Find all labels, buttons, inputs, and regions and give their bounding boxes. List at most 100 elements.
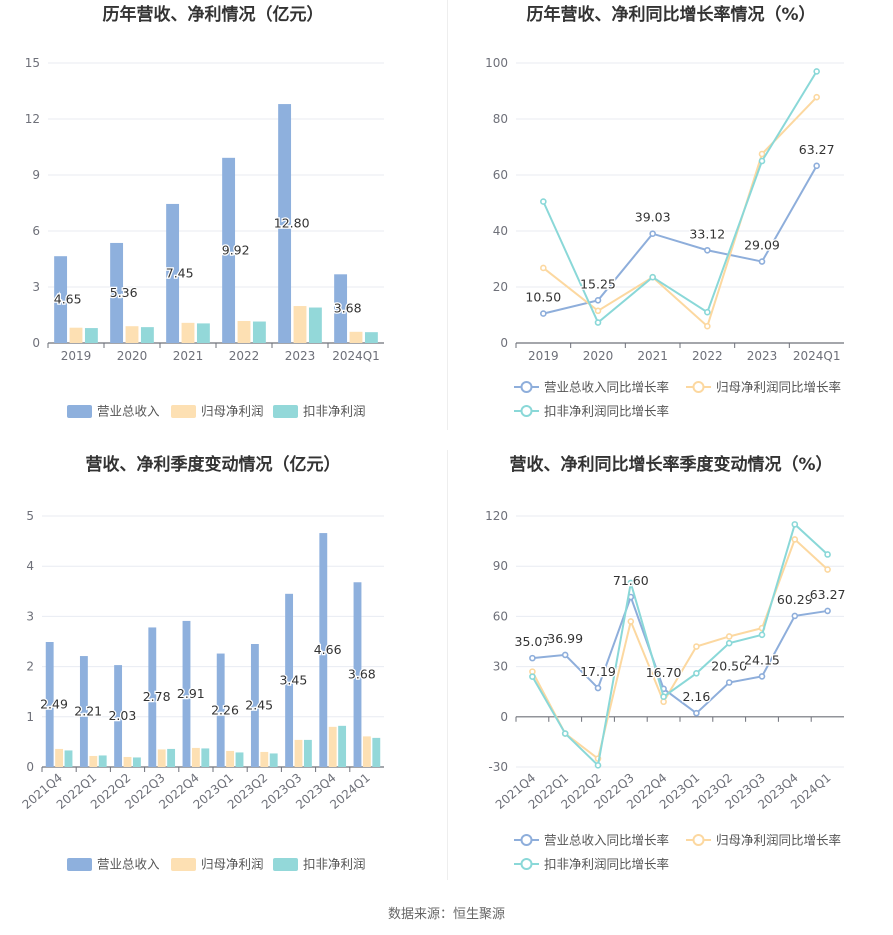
line-point[interactable] [758,631,766,639]
line-point[interactable] [758,258,766,265]
bar-deducted-profit[interactable] [64,750,73,767]
bar-deducted-profit[interactable] [372,737,381,767]
line-point[interactable] [824,566,831,573]
bar-deducted-profit[interactable] [167,748,176,767]
line-point[interactable] [594,307,602,315]
bar-revenue[interactable] [110,242,124,343]
bar-deducted-profit[interactable] [364,332,378,343]
bar-revenue[interactable] [148,627,157,767]
bar-net-profit[interactable] [123,756,132,767]
line-point[interactable] [561,730,569,737]
bar-net-profit[interactable] [226,750,235,767]
line-point[interactable] [693,669,700,677]
line-point[interactable] [594,296,602,304]
bar-deducted-profit[interactable] [252,321,266,343]
bar-net-profit[interactable] [294,739,303,767]
bar-revenue[interactable] [45,642,54,767]
bar-net-profit[interactable] [157,749,166,767]
line-point[interactable] [813,68,820,75]
line-point[interactable] [529,673,536,680]
bar-revenue[interactable] [334,274,348,343]
line-point[interactable] [649,273,656,281]
bar-deducted-profit[interactable] [235,752,244,767]
bar-revenue[interactable] [278,104,292,343]
bar-deducted-profit[interactable] [98,755,107,767]
line-point[interactable] [540,264,547,272]
line-point[interactable] [813,162,820,170]
line-point[interactable] [594,319,602,326]
bar-net-profit[interactable] [260,751,269,767]
line-point[interactable] [725,633,733,640]
bar-net-profit[interactable] [349,331,363,343]
line-point[interactable] [627,618,635,625]
line-point[interactable] [704,246,711,254]
bar-revenue[interactable] [166,203,180,343]
line-point[interactable] [791,521,799,528]
bar-revenue[interactable] [54,256,68,343]
line-point[interactable] [693,709,700,717]
bar-revenue[interactable] [216,653,225,767]
line-point[interactable] [813,93,820,101]
line-point[interactable] [725,679,733,686]
line-point[interactable] [540,310,547,317]
bar-net-profit[interactable] [362,736,371,767]
legend-item[interactable]: 扣非净利润同比增长率 [514,857,669,872]
bar-deducted-profit[interactable] [140,327,154,343]
legend-item[interactable]: 营业总收入 [67,857,160,872]
bar-revenue[interactable] [222,157,236,343]
bar-net-profit[interactable] [237,320,251,343]
line-point[interactable] [649,230,656,238]
legend-item[interactable]: 营业总收入 [67,404,160,419]
bar-deducted-profit[interactable] [338,725,347,767]
line-point[interactable] [824,607,831,615]
line-point[interactable] [627,579,635,587]
line-point[interactable] [758,157,766,165]
bar-net-profit[interactable] [125,326,139,343]
line-point[interactable] [725,639,733,647]
bar-revenue[interactable] [353,582,362,767]
legend-item[interactable]: 归母净利润 [171,857,264,872]
legend-item[interactable]: 归母净利润同比增长率 [686,380,841,395]
bar-net-profit[interactable] [328,726,337,767]
legend-item[interactable]: 营业总收入同比增长率 [514,833,669,848]
legend-item[interactable]: 归母净利润 [171,404,264,419]
bar-deducted-profit[interactable] [196,323,210,343]
line-point[interactable] [704,308,711,316]
line-point[interactable] [561,651,569,659]
bar-net-profit[interactable] [191,747,200,767]
legend-item[interactable]: 归母净利润同比增长率 [686,833,841,848]
bar-deducted-profit[interactable] [201,748,210,767]
bar-deducted-profit[interactable] [308,307,322,343]
bar-net-profit[interactable] [55,748,64,767]
legend-item[interactable]: 扣非净利润 [273,857,366,872]
line-point[interactable] [529,654,536,662]
bar-deducted-profit[interactable] [84,328,98,343]
line-point[interactable] [660,693,667,701]
bar-net-profit[interactable] [293,306,307,343]
bar-revenue[interactable] [79,656,88,767]
bar-deducted-profit[interactable] [269,753,278,767]
bar-revenue[interactable] [182,620,191,767]
bar-deducted-profit[interactable] [132,757,141,767]
line-point[interactable] [824,551,831,558]
line-point[interactable] [594,762,602,769]
line-point[interactable] [594,684,602,692]
bar-deducted-profit[interactable] [303,739,312,767]
bar-revenue[interactable] [114,665,123,767]
line-point[interactable] [758,150,766,158]
bar-revenue[interactable] [285,593,294,767]
line-point[interactable] [540,198,547,205]
line-point[interactable] [791,612,799,620]
line-point[interactable] [758,673,766,680]
bar-revenue[interactable] [250,644,259,767]
bar-net-profit[interactable] [69,327,83,343]
bar-net-profit[interactable] [89,755,98,767]
line-point[interactable] [791,536,799,543]
legend-item[interactable]: 扣非净利润 [273,404,366,419]
legend-item[interactable]: 扣非净利润同比增长率 [514,404,669,419]
legend-item[interactable]: 营业总收入同比增长率 [514,380,669,395]
line-point[interactable] [693,643,700,650]
bar-net-profit[interactable] [181,322,195,343]
bar-revenue[interactable] [319,533,328,767]
line-point[interactable] [704,322,711,330]
